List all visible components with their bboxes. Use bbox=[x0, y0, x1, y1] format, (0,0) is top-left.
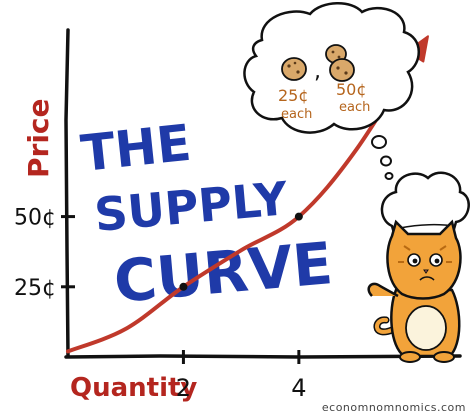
y-axis-label: Price bbox=[22, 98, 55, 178]
thought-bubble: , 25¢ each 50¢ each bbox=[243, 2, 420, 180]
thought-dot-medium bbox=[380, 155, 392, 167]
x-axis-label: Quantity bbox=[70, 373, 197, 403]
title-line-1: THE bbox=[78, 114, 194, 183]
chef-cat-illustration bbox=[367, 171, 470, 363]
chef-hat bbox=[380, 171, 470, 242]
curve-point-1 bbox=[294, 212, 303, 221]
thought-dot-small bbox=[384, 172, 394, 180]
title-line-2: SUPPLY bbox=[92, 171, 290, 242]
bubble-right-price: 50¢ bbox=[336, 80, 367, 99]
bubble-right-unit: each bbox=[339, 100, 370, 115]
x-tick-label-0: 2 bbox=[176, 374, 191, 402]
watermark: economnomnomics.com bbox=[322, 401, 466, 414]
bubble-left-unit: each bbox=[281, 107, 312, 122]
supply-curve-line bbox=[66, 37, 428, 354]
y-tick-label-1: 50¢ bbox=[14, 206, 56, 231]
x-tick-label-1: 4 bbox=[291, 374, 306, 402]
bubble-left-price: 25¢ bbox=[278, 86, 309, 105]
points-layer bbox=[179, 212, 303, 291]
cookie-double-icon bbox=[325, 44, 355, 82]
cat-belly bbox=[405, 305, 447, 351]
curve-point-0 bbox=[179, 282, 188, 291]
y-axis bbox=[64, 28, 70, 358]
tick-group: 25¢ 50¢ 2 4 bbox=[14, 206, 306, 402]
cat-paw bbox=[367, 282, 399, 298]
title-line-3: CURVE bbox=[111, 229, 335, 316]
thought-dot-large bbox=[371, 135, 387, 149]
y-tick-label-0: 25¢ bbox=[14, 276, 56, 301]
x-axis bbox=[64, 354, 462, 359]
bubble-separator: , bbox=[314, 59, 321, 84]
cookie-single-icon bbox=[281, 57, 307, 81]
cat-head bbox=[386, 219, 462, 300]
